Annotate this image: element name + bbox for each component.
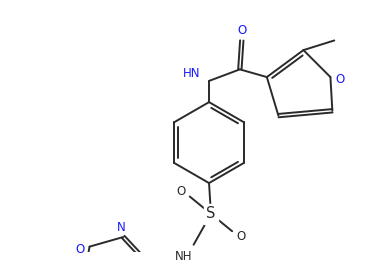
Text: O: O <box>75 243 84 256</box>
Text: O: O <box>237 24 246 37</box>
Text: O: O <box>236 230 246 243</box>
Text: S: S <box>206 206 216 221</box>
Text: HN: HN <box>183 67 200 80</box>
Text: N: N <box>117 221 126 234</box>
Text: O: O <box>335 73 345 85</box>
Text: O: O <box>177 185 186 198</box>
Text: NH: NH <box>175 250 193 262</box>
